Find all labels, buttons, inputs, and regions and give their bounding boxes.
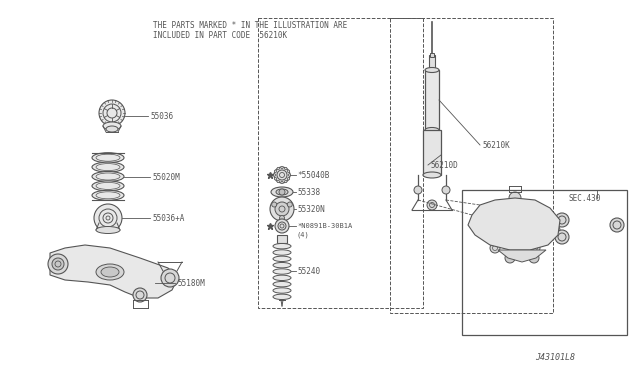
Text: 55020M: 55020M <box>152 173 180 182</box>
Circle shape <box>535 205 545 215</box>
Circle shape <box>550 225 560 235</box>
Circle shape <box>161 269 179 287</box>
Ellipse shape <box>273 269 291 274</box>
Ellipse shape <box>106 126 118 132</box>
Circle shape <box>610 218 624 232</box>
Circle shape <box>414 186 422 194</box>
Text: *N0891B-30B1A: *N0891B-30B1A <box>297 223 352 229</box>
Circle shape <box>281 166 283 169</box>
Circle shape <box>485 205 495 215</box>
Circle shape <box>442 186 450 194</box>
Ellipse shape <box>92 181 124 191</box>
Text: INCLUDED IN PART CODE  56210K: INCLUDED IN PART CODE 56210K <box>153 31 287 39</box>
Circle shape <box>530 243 540 253</box>
Circle shape <box>287 170 290 173</box>
Ellipse shape <box>273 244 291 249</box>
Circle shape <box>277 180 280 183</box>
Ellipse shape <box>96 227 120 234</box>
Circle shape <box>503 213 527 237</box>
Circle shape <box>427 200 437 210</box>
Bar <box>390 18 553 313</box>
Text: 56210D: 56210D <box>430 160 458 170</box>
Text: J43101L8: J43101L8 <box>535 353 575 362</box>
Circle shape <box>270 197 294 221</box>
Circle shape <box>52 258 64 270</box>
Circle shape <box>285 180 287 183</box>
Circle shape <box>99 100 125 126</box>
Circle shape <box>272 202 276 207</box>
Ellipse shape <box>276 189 288 195</box>
Circle shape <box>277 167 280 170</box>
Text: 56210K: 56210K <box>482 141 509 150</box>
Circle shape <box>274 167 290 183</box>
Circle shape <box>505 253 515 263</box>
Polygon shape <box>50 245 178 298</box>
Ellipse shape <box>425 67 439 73</box>
Circle shape <box>281 181 283 184</box>
Circle shape <box>94 204 122 232</box>
Circle shape <box>287 177 290 180</box>
Circle shape <box>279 189 285 195</box>
Circle shape <box>509 219 521 231</box>
Ellipse shape <box>423 172 441 178</box>
Circle shape <box>509 192 521 204</box>
Ellipse shape <box>101 267 119 277</box>
Circle shape <box>555 213 569 227</box>
Text: 55036+A: 55036+A <box>152 214 184 222</box>
Text: 55180M: 55180M <box>177 279 205 288</box>
Ellipse shape <box>273 256 291 262</box>
Circle shape <box>555 230 569 244</box>
Polygon shape <box>498 250 546 262</box>
Bar <box>258 18 423 308</box>
Circle shape <box>133 288 147 302</box>
Ellipse shape <box>273 250 291 255</box>
Circle shape <box>275 202 289 216</box>
Circle shape <box>275 177 276 180</box>
Bar <box>425 70 439 130</box>
Circle shape <box>497 207 533 243</box>
Ellipse shape <box>273 288 291 293</box>
Circle shape <box>275 219 289 233</box>
Ellipse shape <box>425 128 439 132</box>
Text: 55240: 55240 <box>297 266 320 276</box>
Ellipse shape <box>273 275 291 280</box>
Ellipse shape <box>92 153 124 163</box>
Circle shape <box>275 170 276 173</box>
Text: SEC.430: SEC.430 <box>569 193 602 202</box>
Ellipse shape <box>273 263 291 268</box>
Ellipse shape <box>103 122 121 130</box>
Ellipse shape <box>92 162 124 172</box>
Bar <box>462 190 627 335</box>
Ellipse shape <box>92 171 124 182</box>
Bar <box>430 53 434 57</box>
Circle shape <box>285 167 287 170</box>
Text: *55040B: *55040B <box>297 170 330 180</box>
Ellipse shape <box>273 282 291 287</box>
Circle shape <box>280 215 285 221</box>
Ellipse shape <box>273 294 291 299</box>
Ellipse shape <box>92 190 124 200</box>
Polygon shape <box>468 198 560 250</box>
Bar <box>423 130 441 175</box>
Text: THE PARTS MARKED * IN THE ILLUSTRATION ARE: THE PARTS MARKED * IN THE ILLUSTRATION A… <box>153 20 348 29</box>
Circle shape <box>529 253 539 263</box>
Circle shape <box>273 174 276 176</box>
Ellipse shape <box>271 187 293 197</box>
Circle shape <box>490 243 500 253</box>
Text: 55036: 55036 <box>150 112 173 121</box>
Circle shape <box>288 174 291 176</box>
Circle shape <box>48 254 68 274</box>
Bar <box>277 235 287 243</box>
Circle shape <box>287 202 292 207</box>
Bar <box>429 55 435 70</box>
Text: 55338: 55338 <box>297 187 320 196</box>
Text: 55320N: 55320N <box>297 205 324 214</box>
Ellipse shape <box>96 264 124 280</box>
Text: (4): (4) <box>297 232 310 238</box>
